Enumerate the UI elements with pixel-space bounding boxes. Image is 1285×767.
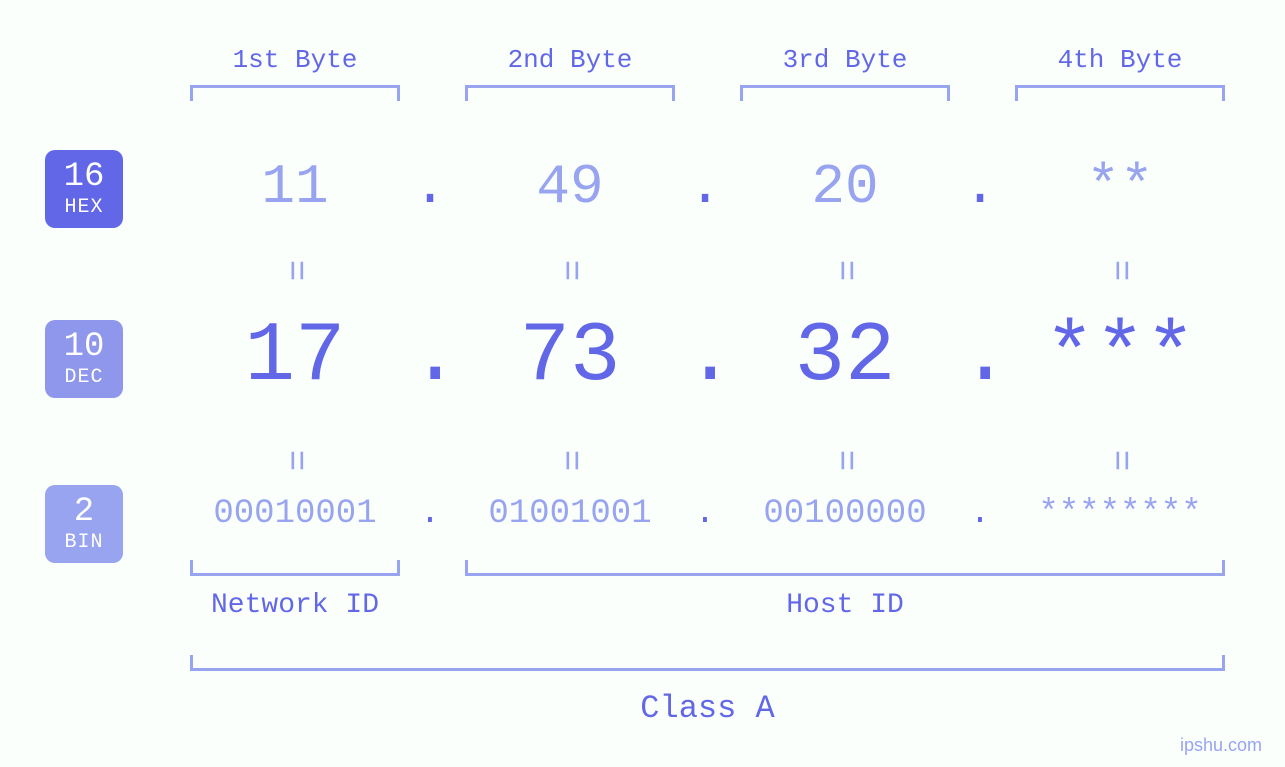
badge-bin-label: BIN (64, 532, 103, 554)
byte-label-3: 3rd Byte (730, 45, 960, 75)
equals-r0-c0: = (275, 253, 316, 289)
hex-byte-1: 11 (180, 155, 410, 219)
equals-r1-c0: = (275, 443, 316, 479)
hex-byte-2: 49 (455, 155, 685, 219)
bin-byte-2: 01001001 (455, 495, 685, 533)
byte-bracket-1 (190, 85, 400, 101)
hex-dot-2: . (685, 155, 725, 219)
bin-dot-3: . (960, 495, 1000, 533)
equals-r1-c1: = (550, 443, 591, 479)
dec-dot-3: . (960, 310, 1000, 405)
badge-hex-num: 16 (64, 159, 105, 196)
dec-byte-1: 17 (180, 310, 410, 405)
badge-dec-label: DEC (64, 367, 103, 389)
network-id-label: Network ID (180, 590, 410, 621)
byte-bracket-4 (1015, 85, 1225, 101)
byte-label-2: 2nd Byte (455, 45, 685, 75)
network-bracket (190, 560, 400, 576)
equals-r0-c2: = (825, 253, 866, 289)
byte-bracket-2 (465, 85, 675, 101)
class-bracket (190, 655, 1225, 671)
badge-bin: 2BIN (45, 485, 123, 563)
byte-bracket-3 (740, 85, 950, 101)
byte-label-1: 1st Byte (180, 45, 410, 75)
badge-hex: 16HEX (45, 150, 123, 228)
host-bracket (465, 560, 1225, 576)
class-label: Class A (190, 690, 1225, 727)
dec-dot-2: . (685, 310, 725, 405)
badge-dec: 10DEC (45, 320, 123, 398)
hex-byte-3: 20 (730, 155, 960, 219)
badge-dec-num: 10 (64, 329, 105, 366)
badge-hex-label: HEX (64, 197, 103, 219)
hex-byte-4: ** (1005, 155, 1235, 219)
equals-r1-c2: = (825, 443, 866, 479)
equals-r0-c1: = (550, 253, 591, 289)
dec-byte-3: 32 (730, 310, 960, 405)
host-id-label: Host ID (465, 590, 1225, 621)
byte-label-4: 4th Byte (1005, 45, 1235, 75)
bin-byte-4: ******** (1005, 495, 1235, 533)
badge-bin-num: 2 (74, 494, 94, 531)
dec-byte-4: *** (1005, 310, 1235, 405)
bin-dot-2: . (685, 495, 725, 533)
dec-byte-2: 73 (455, 310, 685, 405)
watermark: ipshu.com (1180, 735, 1262, 756)
hex-dot-1: . (410, 155, 450, 219)
bin-byte-1: 00010001 (180, 495, 410, 533)
bin-dot-1: . (410, 495, 450, 533)
dec-dot-1: . (410, 310, 450, 405)
bin-byte-3: 00100000 (730, 495, 960, 533)
equals-r1-c3: = (1100, 443, 1141, 479)
hex-dot-3: . (960, 155, 1000, 219)
equals-r0-c3: = (1100, 253, 1141, 289)
